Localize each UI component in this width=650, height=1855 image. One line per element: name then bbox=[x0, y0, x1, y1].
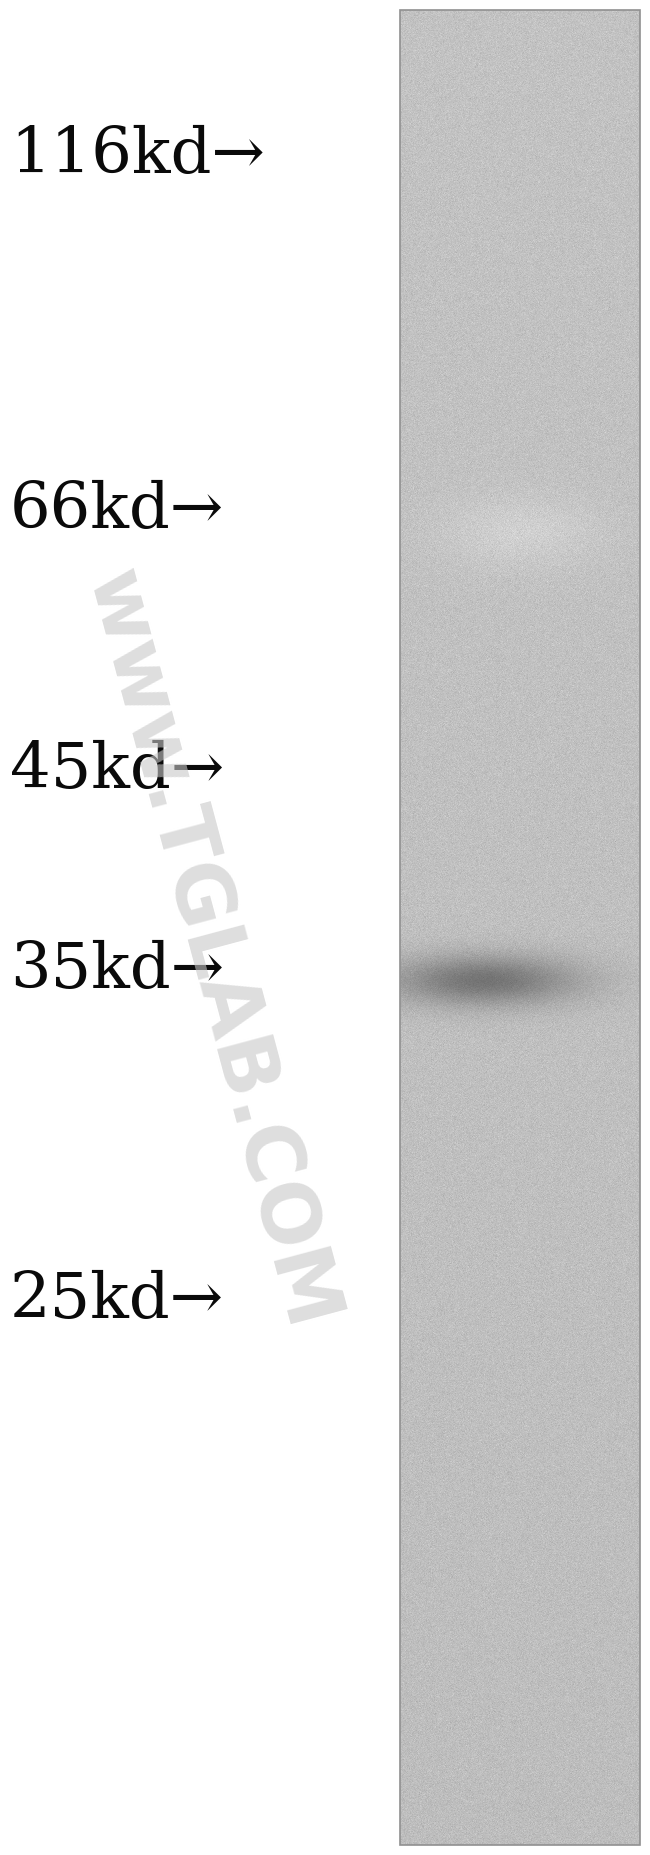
Text: 45kd→: 45kd→ bbox=[10, 740, 224, 801]
Text: www.TGLAB.COM: www.TGLAB.COM bbox=[71, 562, 349, 1337]
Bar bbox=[400, 9, 640, 1846]
Text: 116kd→: 116kd→ bbox=[10, 124, 265, 186]
Text: 35kd→: 35kd→ bbox=[10, 939, 224, 1000]
Text: 25kd→: 25kd→ bbox=[10, 1269, 224, 1330]
Text: 66kd→: 66kd→ bbox=[10, 479, 224, 540]
